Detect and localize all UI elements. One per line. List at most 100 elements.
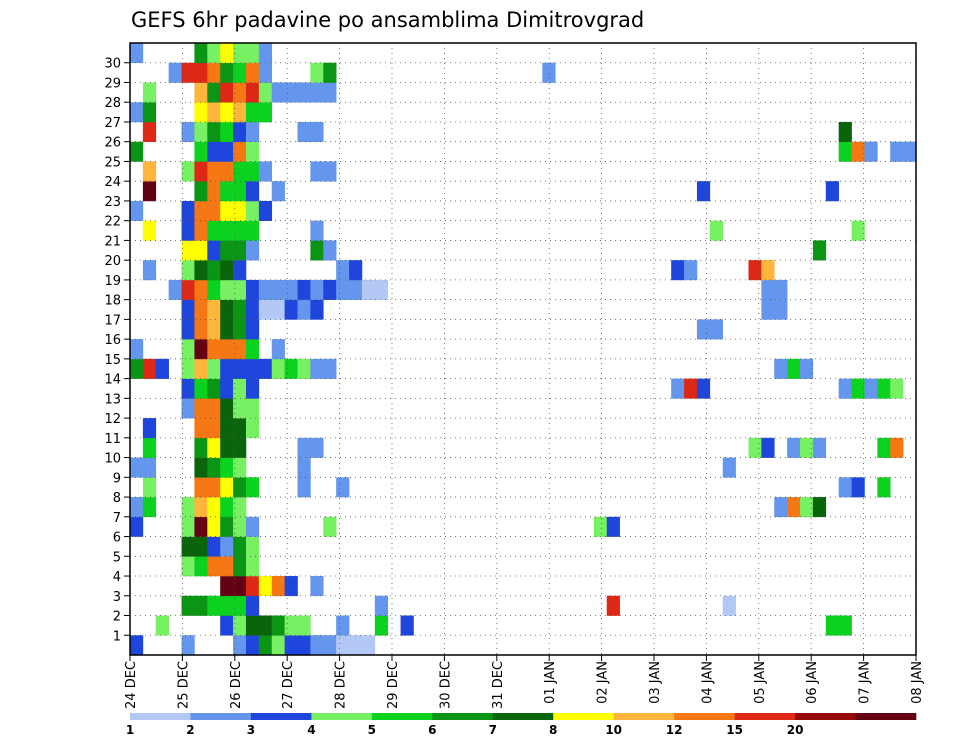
heatmap-cell (245, 279, 260, 300)
heatmap-cell (336, 615, 350, 636)
heatmap-cell (838, 378, 852, 399)
heatmap-cell (220, 556, 234, 577)
heatmap-cell (374, 279, 389, 300)
heatmap-cell (245, 121, 260, 143)
heatmap-cell (220, 240, 234, 261)
heatmap-cell (130, 339, 144, 360)
heatmap-cell (271, 299, 285, 320)
heatmap-cell (220, 536, 234, 557)
heatmap-cell (245, 378, 260, 399)
heatmap-cell (130, 102, 144, 123)
heatmap-cell (297, 615, 311, 636)
heatmap-cell (207, 141, 221, 162)
heatmap-cell (709, 319, 724, 340)
heatmap-cell (220, 82, 234, 103)
legend-label: 8 (549, 723, 557, 737)
heatmap-cell (194, 260, 208, 281)
heatmap-cell (220, 576, 234, 597)
heatmap-cell (284, 615, 298, 636)
heatmap-cell (207, 220, 221, 241)
heatmap-cell (130, 516, 144, 537)
heatmap-cell (877, 437, 891, 458)
y-tick-label: 15 (104, 353, 121, 368)
x-tick-label: 26 DEC (229, 661, 244, 709)
heatmap-cell (233, 556, 247, 577)
heatmap-cell (142, 121, 157, 143)
y-tick-label: 19 (104, 274, 121, 289)
heatmap-cell (800, 358, 814, 379)
x-tick-label: 31 DEC (491, 661, 506, 709)
heatmap-cell (220, 299, 234, 320)
heatmap-cell (245, 43, 260, 64)
heatmap-cell (207, 497, 221, 518)
heatmap-cell (245, 398, 260, 419)
heatmap-cell (245, 576, 260, 597)
heatmap-cell (310, 437, 324, 458)
heatmap-cell (194, 457, 208, 478)
heatmap-cell (890, 437, 904, 458)
x-tick-label: 06 JAN (805, 661, 820, 704)
heatmap-cell (207, 477, 221, 498)
heatmap-cell (284, 82, 298, 103)
y-tick-label: 1 (113, 629, 121, 644)
legend-swatch (432, 713, 494, 720)
heatmap-cell (684, 378, 698, 399)
heatmap-cell (233, 536, 247, 557)
heatmap-cell (606, 595, 620, 616)
heatmap-cell (542, 62, 556, 83)
heatmap-cell (671, 260, 685, 281)
heatmap-cell (194, 516, 208, 537)
heatmap-cell (258, 82, 273, 103)
heatmap-cell (194, 319, 208, 340)
heatmap-cell (310, 279, 324, 300)
heatmap-cell (181, 635, 195, 656)
heatmap-cell (194, 161, 208, 182)
heatmap-cell (310, 576, 324, 597)
heatmap-cell (233, 279, 247, 300)
legend-label: 1 (126, 723, 134, 737)
heatmap-cell (233, 576, 247, 597)
heatmap-cell (310, 635, 324, 656)
legend-label: 10 (605, 723, 622, 737)
heatmap-cell (194, 556, 208, 577)
y-tick-label: 24 (104, 175, 121, 190)
heatmap-cell (207, 62, 221, 83)
legend-swatch (130, 713, 191, 720)
heatmap-cell (245, 418, 260, 439)
heatmap-cell (220, 398, 234, 419)
heatmap-cell (220, 102, 234, 123)
heatmap-cell (220, 121, 234, 143)
heatmap-cell (207, 378, 221, 399)
heatmap-cell (207, 595, 221, 616)
heatmap-cell (207, 240, 221, 261)
y-tick-label: 8 (113, 491, 121, 506)
y-tick-label: 29 (104, 76, 121, 91)
heatmap-cell (130, 358, 144, 379)
heatmap-cell (233, 418, 247, 439)
legend-label: 12 (666, 723, 683, 737)
heatmap-cell (220, 181, 234, 202)
heatmap-cell (233, 62, 247, 83)
heatmap-cell (800, 437, 814, 458)
heatmap-cell (233, 260, 247, 281)
heatmap-cell (349, 260, 363, 281)
heatmap-cell (194, 121, 208, 143)
heatmap-cell (245, 339, 260, 360)
heatmap-cell (142, 181, 157, 202)
heatmap-cell (684, 260, 698, 281)
heatmap-cell (696, 378, 711, 399)
heatmap-cell (271, 339, 285, 360)
legend-label: 6 (428, 723, 436, 737)
heatmap-cell (361, 635, 376, 656)
legend-swatch (855, 713, 917, 720)
heatmap-cell (130, 141, 144, 162)
heatmap-cell (258, 576, 273, 597)
heatmap-cell (181, 220, 195, 241)
legend-label: 5 (368, 723, 376, 737)
heatmap-cell (207, 319, 221, 340)
heatmap-cell (207, 536, 221, 557)
heatmap-cell (181, 536, 195, 557)
heatmap-cell (245, 240, 260, 261)
heatmap-cell (181, 62, 195, 83)
heatmap-cell (233, 82, 247, 103)
